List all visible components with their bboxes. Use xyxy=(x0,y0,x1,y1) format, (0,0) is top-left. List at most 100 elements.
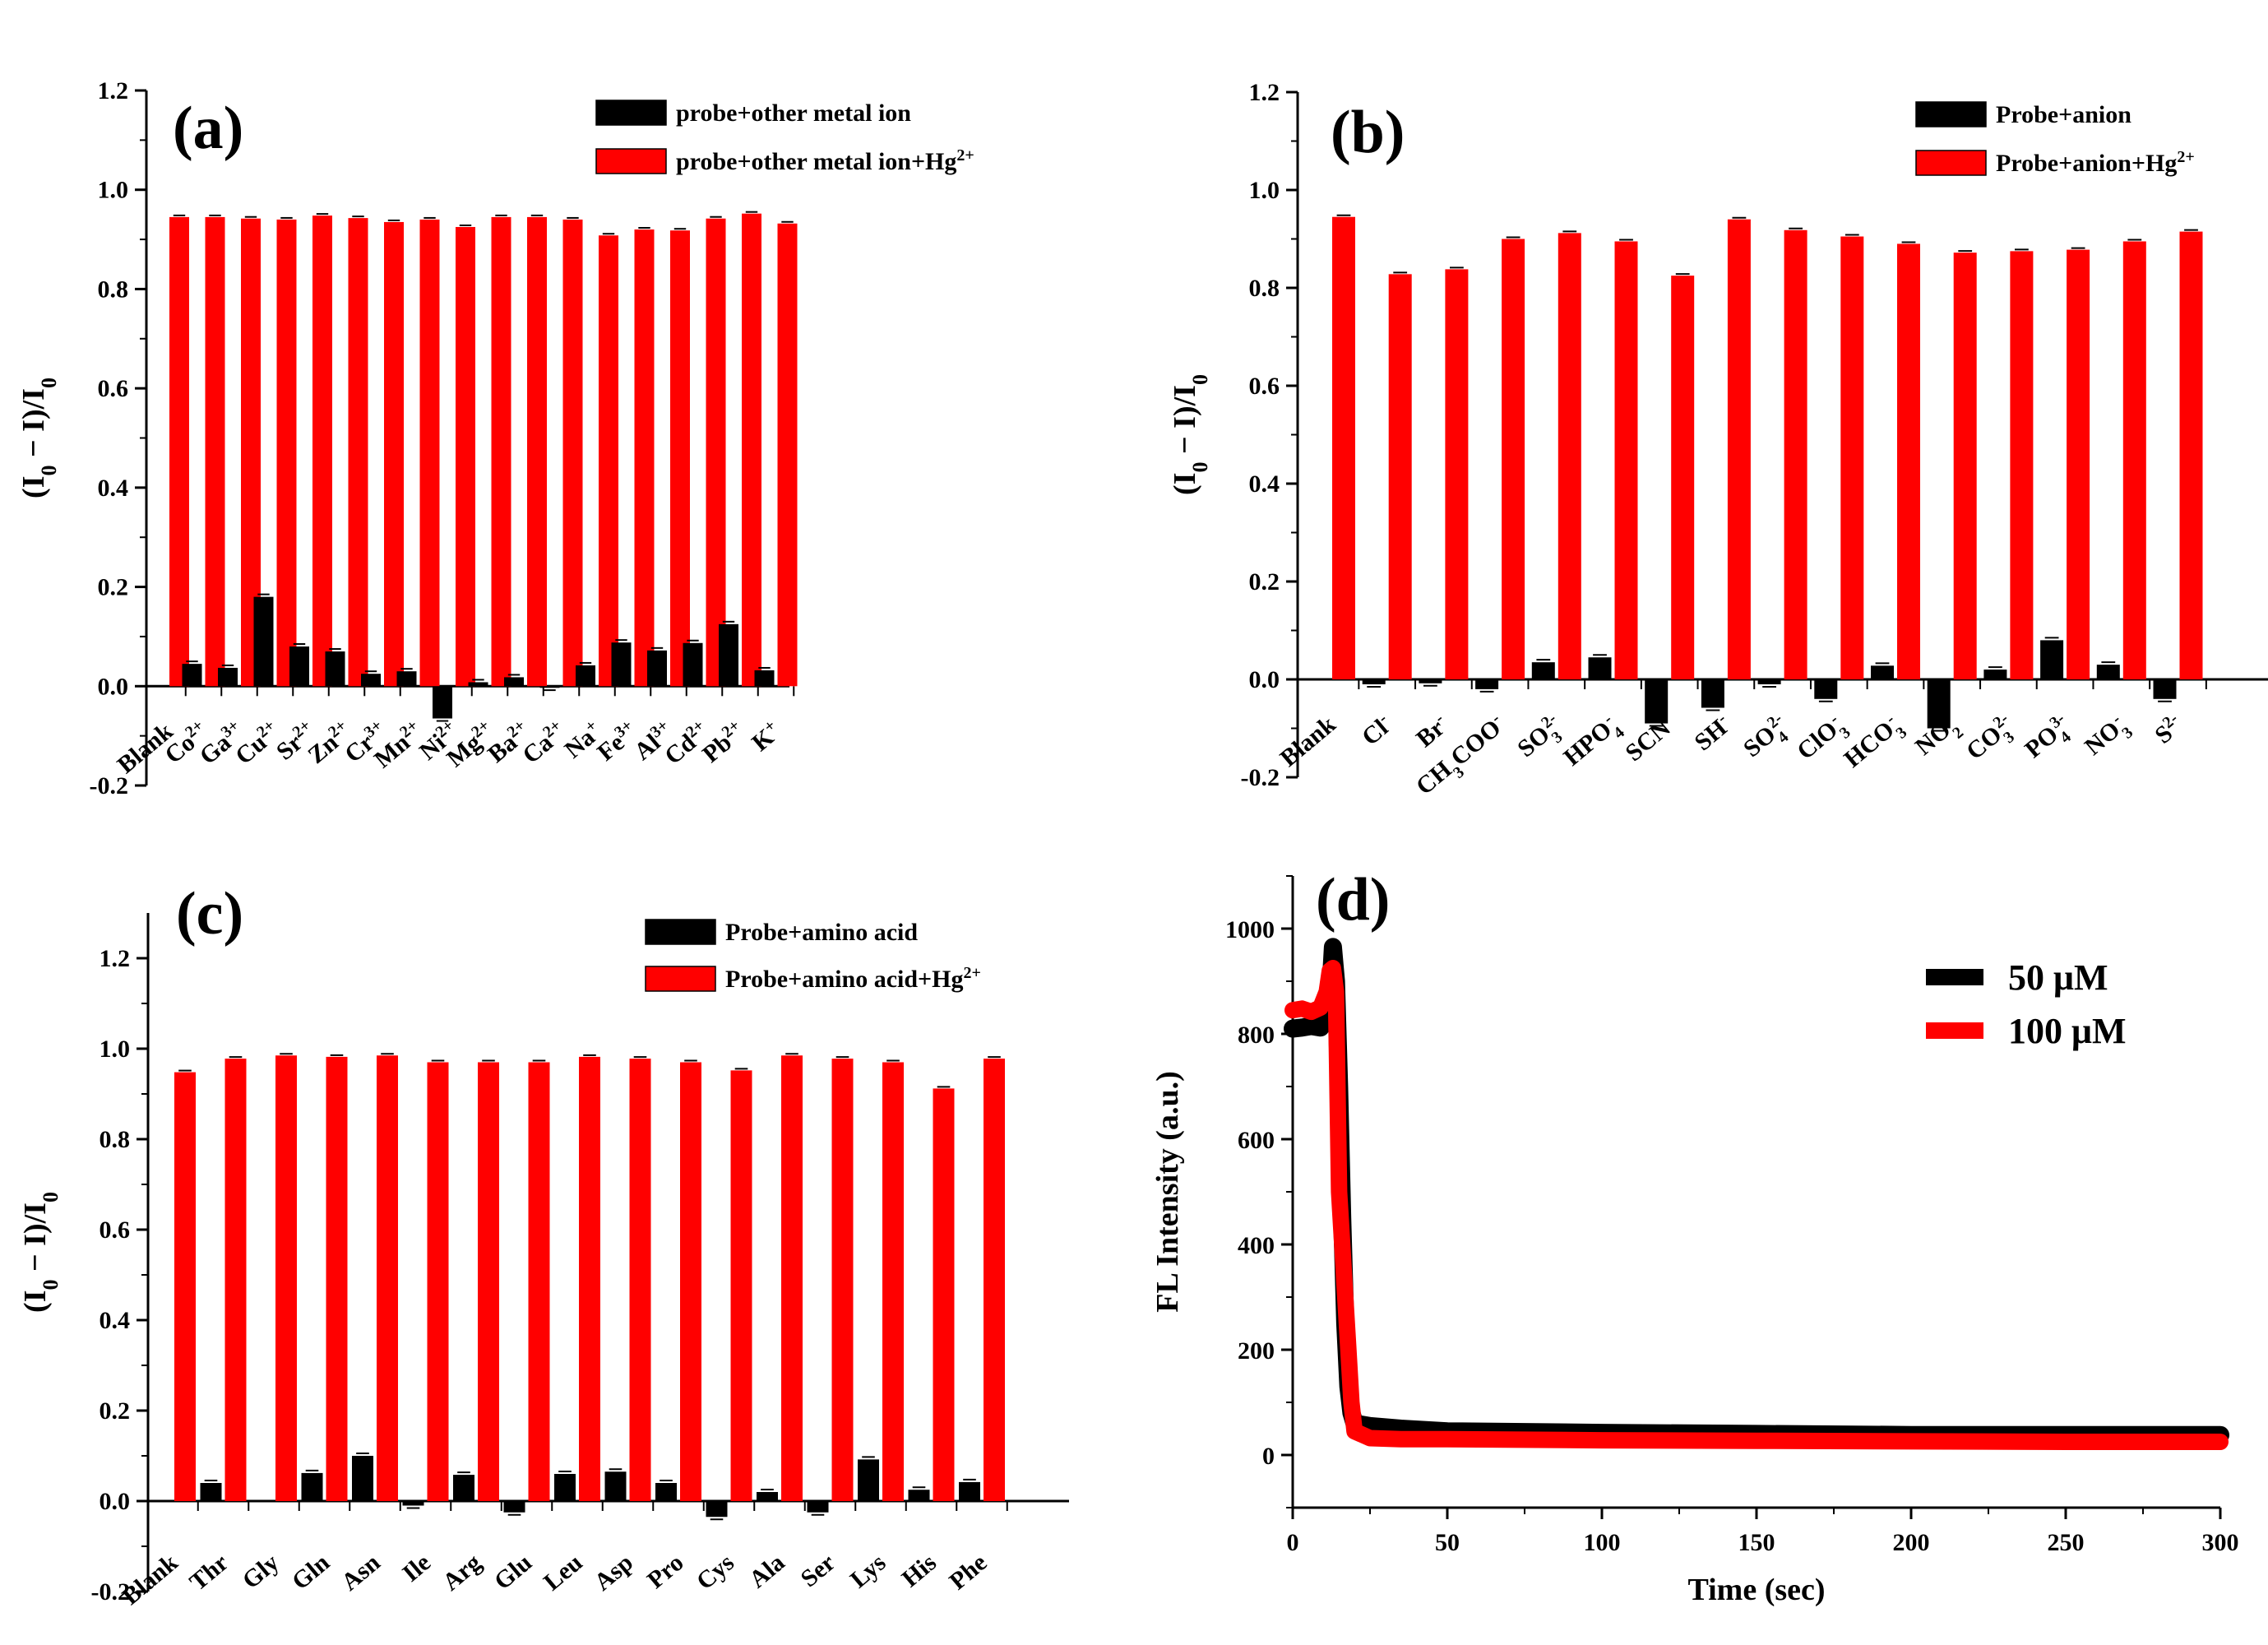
y-tick-label: 800 xyxy=(1238,1022,1275,1049)
bar-probe xyxy=(218,667,238,687)
x-tick-label: HPO4- xyxy=(1558,710,1628,777)
y-tick-label: 1.2 xyxy=(100,945,131,972)
x-tick-label: NO2- xyxy=(1909,710,1967,767)
x-tick-label: His xyxy=(897,1549,942,1592)
bar-probe-hg xyxy=(984,1059,1005,1501)
x-tick-label: Lys xyxy=(845,1549,891,1593)
legend-label: 50 μM xyxy=(2008,957,2108,998)
x-tick-label: Phe xyxy=(944,1549,992,1595)
legend-swatch xyxy=(645,966,716,992)
bar-probe xyxy=(396,671,417,687)
x-tick-label: HCO3- xyxy=(1838,710,1910,779)
bar-probe xyxy=(655,1483,677,1501)
y-tick-label: 0.8 xyxy=(98,276,129,303)
bar-probe-hg xyxy=(730,1070,752,1501)
legend-swatch xyxy=(1926,969,1983,985)
y-tick-label: 1.0 xyxy=(1249,177,1280,204)
x-tick-label: CO32- xyxy=(1960,710,2024,772)
y-tick-label: 0.6 xyxy=(1249,373,1280,400)
bar-probe xyxy=(959,1481,980,1501)
bar-probe-hg xyxy=(326,1056,348,1501)
y-tick-label: 0.8 xyxy=(1249,275,1280,302)
legend-swatch xyxy=(595,100,667,126)
bar-probe-hg xyxy=(1558,233,1581,679)
legend-label: Probe+amino acid+Hg2+ xyxy=(725,964,981,993)
bar-probe xyxy=(1871,665,1894,679)
x-tick-label: ClO3- xyxy=(1791,710,1854,771)
panel-label: (a) xyxy=(173,95,243,162)
bar-probe xyxy=(858,1459,879,1501)
y-tick-label: 0.0 xyxy=(100,1488,131,1515)
bar-probe-hg xyxy=(634,229,655,687)
x-tick-label: Ala xyxy=(744,1549,790,1593)
bar-probe xyxy=(1757,679,1781,684)
bar-probe-hg xyxy=(562,219,583,687)
bar-probe xyxy=(2153,679,2177,699)
bar-probe xyxy=(253,596,274,687)
bar-probe-hg xyxy=(174,1072,196,1501)
legend-label: Probe+amino acid xyxy=(725,919,918,946)
panel-c-chart: -0.20.00.20.40.60.81.01.2(I0 − I)/I0Blan… xyxy=(18,880,1069,1610)
bar-probe xyxy=(1814,679,1838,699)
bar-probe-hg xyxy=(882,1062,904,1501)
bar-probe xyxy=(2096,665,2120,679)
bar-probe xyxy=(604,1471,627,1501)
x-tick-label: 250 xyxy=(2048,1529,2085,1556)
bar-probe-hg xyxy=(579,1056,600,1501)
x-tick-label: Ile xyxy=(397,1549,436,1587)
y-tick-label: -0.2 xyxy=(91,1578,131,1606)
bar-probe-hg xyxy=(1727,219,1751,679)
bar-probe-hg xyxy=(478,1062,499,1501)
bar-probe xyxy=(1362,679,1386,684)
y-tick-label: 400 xyxy=(1238,1232,1275,1259)
bar-probe-hg xyxy=(1784,229,1807,679)
x-tick-label: Cl- xyxy=(1356,710,1398,751)
y-tick-label: 0.2 xyxy=(1249,568,1280,595)
x-tick-label: NO3- xyxy=(2079,710,2136,767)
panel-d-chart: 0 200 400 600 800 1000 0 50 100 150 200 250 300 Time … xyxy=(1150,866,2239,1607)
legend-swatch xyxy=(1926,1022,1983,1039)
bar-probe-hg xyxy=(527,216,547,687)
bar-probe-hg xyxy=(706,218,726,687)
panel-label: (c) xyxy=(176,880,243,948)
y-tick-label: 0.0 xyxy=(98,673,129,700)
bar-probe-hg xyxy=(1840,236,1864,679)
bar-probe-hg xyxy=(2067,249,2090,680)
x-tick-label: Arg xyxy=(437,1549,487,1596)
y-tick-label: 200 xyxy=(1238,1337,1275,1365)
x-tick-label: S2- xyxy=(2149,710,2188,749)
bar-probe-hg xyxy=(224,1059,247,1501)
bar-probe xyxy=(503,1501,525,1513)
panel-b-chart: -0.2 0.0 0.2 0.4 0.6 0.8 1.0 1.2 (I0 − I)/I0 Blan… xyxy=(1168,79,2268,800)
y-tick-label: 1.0 xyxy=(100,1036,131,1063)
legend-label: Probe+anion xyxy=(1996,101,2131,128)
bar-probe xyxy=(325,651,345,687)
y-tick-label: -0.2 xyxy=(1241,764,1280,791)
bar-probe-hg xyxy=(419,219,440,687)
x-tick-label: 100 xyxy=(1584,1529,1621,1556)
x-tick-label: PO43- xyxy=(2019,710,2081,769)
bar-probe xyxy=(611,642,632,687)
x-tick-label: Blank xyxy=(1275,711,1341,772)
bar-probe xyxy=(1645,679,1669,724)
legend-swatch xyxy=(595,148,667,174)
y-tick-label: 0.0 xyxy=(1249,666,1280,693)
bar-probe xyxy=(908,1490,930,1501)
bar-probe xyxy=(539,686,560,688)
bar-probe-hg xyxy=(1953,253,1977,679)
bar-probe xyxy=(1588,657,1612,679)
legend-label: probe+other metal ion+Hg2+ xyxy=(676,146,974,175)
bar-probe xyxy=(301,1472,323,1501)
bar-probe-hg xyxy=(276,219,297,687)
bar-probe-hg xyxy=(1671,276,1695,679)
bar-probe-hg xyxy=(205,216,225,687)
bar-probe-hg xyxy=(777,223,798,687)
bar-probe-hg xyxy=(629,1059,651,1501)
y-tick-label: 0.4 xyxy=(98,475,129,502)
y-tick-label: 1.2 xyxy=(1249,79,1280,106)
bar-probe-hg xyxy=(1614,241,1638,680)
panel-label: (d) xyxy=(1316,866,1390,934)
x-tick-label: SO42- xyxy=(1738,710,1798,768)
bar-probe-hg xyxy=(427,1062,449,1501)
bar-probe-hg xyxy=(528,1062,550,1501)
